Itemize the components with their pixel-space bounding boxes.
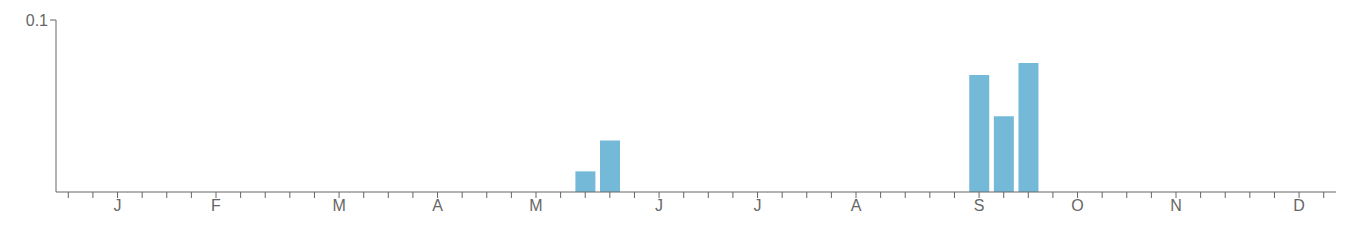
svg-text:A: A <box>851 197 862 214</box>
svg-text:J: J <box>655 197 663 214</box>
svg-text:D: D <box>1293 197 1305 214</box>
svg-text:N: N <box>1170 197 1182 214</box>
svg-text:S: S <box>974 197 985 214</box>
svg-text:A: A <box>432 197 443 214</box>
svg-text:J: J <box>754 197 762 214</box>
svg-text:M: M <box>529 197 542 214</box>
svg-text:O: O <box>1071 197 1083 214</box>
svg-text:M: M <box>332 197 345 214</box>
svg-text:J: J <box>114 197 122 214</box>
svg-text:F: F <box>211 197 221 214</box>
svg-text:0.1: 0.1 <box>26 12 48 29</box>
